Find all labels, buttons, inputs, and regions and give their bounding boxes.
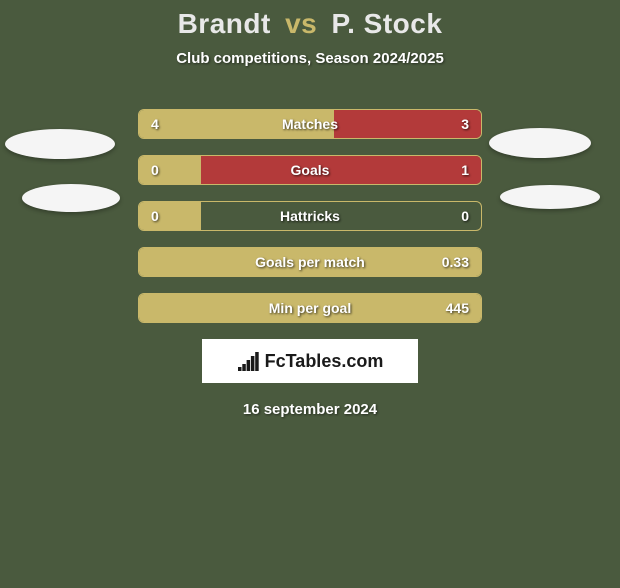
stat-row: Min per goal 445 [138, 293, 482, 323]
decorative-ellipse [5, 129, 115, 159]
stat-label: Goals per match [255, 254, 365, 270]
stats-container: 4 Matches 3 0 Goals 1 0 Hattricks 0 Goals per mat… [138, 109, 482, 323]
player1-name: Brandt [178, 8, 271, 39]
stat-value-left: 4 [151, 116, 159, 132]
stat-label: Matches [282, 116, 338, 132]
date-label: 16 september 2024 [0, 401, 620, 418]
stat-value-right: 1 [461, 162, 469, 178]
stat-row: 4 Matches 3 [138, 109, 482, 139]
stat-fill-left [139, 202, 201, 230]
brand-text: FcTables.com [265, 351, 384, 372]
stat-value-right: 3 [461, 116, 469, 132]
stat-label: Hattricks [280, 208, 340, 224]
stat-value-left: 0 [151, 162, 159, 178]
stat-fill-left [139, 156, 201, 184]
stat-fill-right [334, 110, 481, 138]
decorative-ellipse [500, 185, 600, 209]
stat-value-right: 0.33 [442, 254, 469, 270]
stat-fill-right [201, 156, 481, 184]
decorative-ellipse [489, 128, 591, 158]
chart-bars-icon [237, 351, 261, 371]
page-title: Brandt vs P. Stock [0, 8, 620, 40]
stat-label: Min per goal [269, 300, 351, 316]
brand-badge: FcTables.com [202, 339, 418, 383]
stat-value-right: 445 [446, 300, 469, 316]
player2-name: P. Stock [332, 8, 443, 39]
subtitle: Club competitions, Season 2024/2025 [0, 50, 620, 67]
stat-value-left: 0 [151, 208, 159, 224]
stat-row: 0 Goals 1 [138, 155, 482, 185]
stat-label: Goals [291, 162, 330, 178]
stat-row: 0 Hattricks 0 [138, 201, 482, 231]
vs-text: vs [285, 8, 317, 39]
decorative-ellipse [22, 184, 120, 212]
stat-row: Goals per match 0.33 [138, 247, 482, 277]
stat-value-right: 0 [461, 208, 469, 224]
